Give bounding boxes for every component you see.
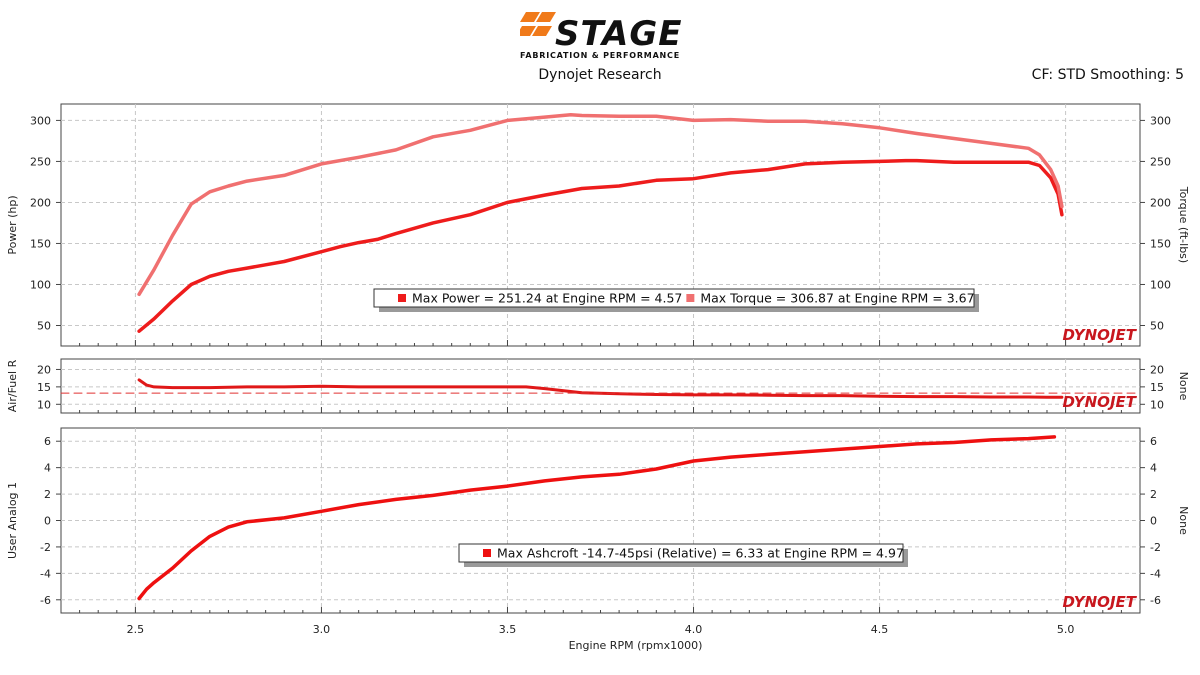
y-tick-label-right: 50 (1150, 319, 1164, 332)
legend-swatch (398, 294, 406, 302)
dynojet-watermark: DYNOJET (1062, 326, 1137, 344)
y-tick-label: 100 (30, 278, 51, 291)
y-axis-label-right: Torque (ft-lbs) (1177, 186, 1190, 263)
x-tick-label: 5.0 (1057, 623, 1075, 636)
y-tick-label-right: 150 (1150, 237, 1171, 250)
x-tick-label: 2.5 (127, 623, 145, 636)
legend-box (458, 543, 904, 563)
series-air-fuel-ratio (137, 378, 1064, 399)
y-tick-label: 50 (37, 319, 51, 332)
legend-swatch (483, 549, 491, 557)
y-tick-label-right: 2 (1150, 488, 1157, 501)
y-tick-label: 4 (44, 462, 51, 475)
logo-wordmark: STAGE (555, 14, 683, 54)
y-tick-label: 6 (44, 435, 51, 448)
panel-1: 50 50 100 100 150 150 200 200 250 250 300 300 Power … (6, 103, 1190, 347)
legend-box (373, 288, 975, 308)
y-tick-label: -6 (40, 594, 51, 607)
y-axis-label: Power (hp) (6, 195, 19, 254)
run-settings: CF: STD Smoothing: 5 (1031, 67, 1184, 83)
panel-2: 10 10 15 15 20 20 Air/Fuel R None DYNOJET (6, 358, 1190, 414)
y-tick-label-right: -6 (1150, 594, 1161, 607)
legend-entry: Max Torque = 306.87 at Engine RPM = 3.67 (700, 291, 974, 306)
y-tick-label: -2 (40, 541, 51, 554)
series-power (137, 158, 1064, 333)
y-tick-label: 300 (30, 114, 51, 127)
legend-entry: Max Power = 251.24 at Engine RPM = 4.57 (412, 291, 682, 306)
legend-swatch (686, 294, 695, 302)
x-tick-label: 4.0 (685, 623, 703, 636)
report-title: Dynojet Research (538, 67, 662, 83)
y-tick-label: 150 (30, 237, 51, 250)
y-tick-label-right: 20 (1150, 363, 1164, 376)
y-tick-label-right: 4 (1150, 462, 1157, 475)
y-tick-label: 0 (44, 515, 51, 528)
y-tick-label-right: 250 (1150, 155, 1171, 168)
y-axis-label-right: None (1177, 372, 1190, 401)
x-tick-label: 4.5 (871, 623, 889, 636)
y-tick-label-right: 100 (1150, 278, 1171, 291)
y-tick-label: -4 (40, 567, 51, 580)
x-tick-label: 3.0 (313, 623, 331, 636)
y-tick-label: 2 (44, 488, 51, 501)
dynojet-watermark: DYNOJET (1062, 393, 1137, 411)
y-tick-label-right: -4 (1150, 567, 1161, 580)
series-torque (137, 112, 1064, 297)
series-ashcroft-14-7-45psi-relative (137, 435, 1057, 601)
y-tick-label-right: -2 (1150, 541, 1161, 554)
dynojet-watermark: DYNOJET (1062, 593, 1137, 611)
stage-flag-icon (520, 12, 556, 36)
y-tick-label-right: 10 (1150, 398, 1164, 411)
y-tick-label: 10 (37, 398, 51, 411)
y-tick-label-right: 6 (1150, 435, 1157, 448)
y-axis-label-right: None (1177, 506, 1190, 535)
y-axis-label: Air/Fuel R (6, 359, 19, 412)
y-tick-label-right: 300 (1150, 114, 1171, 127)
y-tick-label-right: 0 (1150, 515, 1157, 528)
logo-subtitle: FABRICATION & PERFORMANCE (520, 51, 680, 60)
y-axis-label: User Analog 1 (6, 482, 19, 559)
panel-3: -6 -6 -4 -4 -2 -2 0 0 2 2 4 4 6 6 User Analog 1 None DYN… (6, 427, 1190, 652)
y-tick-label-right: 200 (1150, 196, 1171, 209)
y-tick-label: 200 (30, 196, 51, 209)
y-tick-label: 20 (37, 363, 51, 376)
x-axis-label: Engine RPM (rpmx1000) (569, 639, 703, 652)
x-tick-label: 3.5 (499, 623, 517, 636)
y-tick-label: 15 (37, 381, 51, 394)
y-tick-label: 250 (30, 155, 51, 168)
legend-entry: Max Ashcroft -14.7-45psi (Relative) = 6.… (497, 546, 904, 561)
y-tick-label-right: 15 (1150, 381, 1164, 394)
